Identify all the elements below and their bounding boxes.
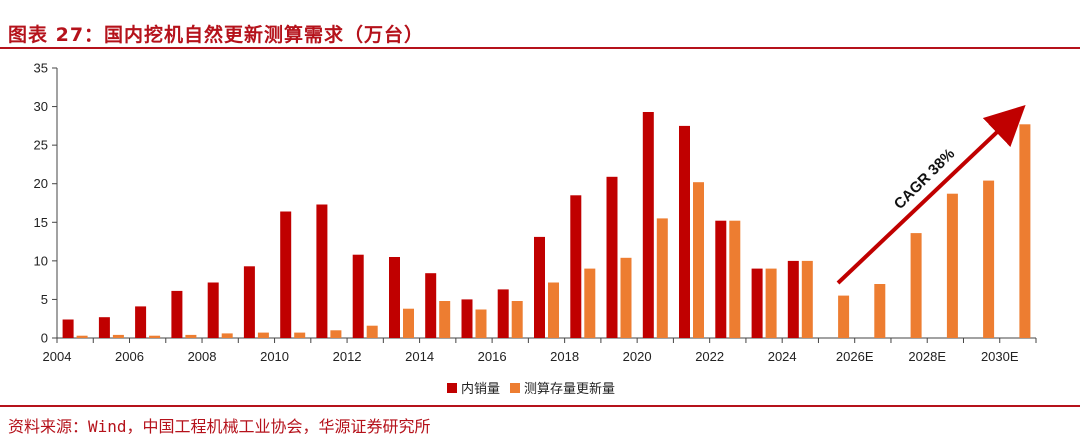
legend-label-renewal: 测算存量更新量 [524, 381, 615, 397]
bar-renewal [801, 260, 813, 338]
source-note: 资料来源：Wind，中国工程机械工业协会，华源证券研究所 [8, 417, 431, 436]
bar-renewal [294, 332, 306, 338]
bar-renewal [439, 301, 451, 338]
y-tick-label: 10 [34, 253, 48, 268]
bar-renewal [693, 182, 704, 338]
bar-renewal [112, 334, 124, 338]
bar-sales [497, 289, 509, 338]
y-tick-label: 0 [41, 331, 48, 346]
x-tick-label: 2010 [260, 349, 289, 364]
bar-sales [98, 317, 110, 338]
x-tick-label: 2022 [695, 349, 724, 364]
x-tick-label: 2008 [188, 349, 217, 364]
bar-sales [461, 299, 473, 338]
bar-series [62, 112, 1031, 339]
bar-sales [243, 266, 255, 338]
bar-renewal [548, 282, 559, 338]
bar-sales [389, 257, 400, 338]
footer-divider [0, 405, 1080, 407]
bar-renewal [1019, 124, 1031, 338]
bar-renewal [76, 335, 88, 338]
bar-renewal [511, 301, 523, 338]
bar-sales [352, 254, 364, 338]
x-tick-label: 2016 [478, 349, 507, 364]
x-tick-label: 2026E [836, 349, 874, 364]
legend-label-sales: 内销量 [461, 381, 500, 397]
bar-renewal [221, 333, 233, 338]
bar-sales [62, 319, 74, 338]
bar-sales [751, 268, 763, 338]
x-tick-label: 2014 [405, 349, 434, 364]
bar-sales [570, 195, 582, 338]
bar-renewal [874, 284, 886, 338]
legend-swatch-sales [447, 383, 457, 393]
bar-sales [171, 290, 183, 338]
bar-renewal [475, 309, 487, 338]
bar-renewal [185, 334, 197, 338]
x-tick-label: 2006 [115, 349, 144, 364]
bar-sales [787, 260, 799, 338]
bar-renewal [946, 193, 958, 338]
bar-renewal [620, 257, 632, 338]
bar-renewal [910, 233, 922, 338]
y-tick-label: 5 [41, 292, 48, 307]
y-tick-label: 15 [34, 215, 48, 230]
bar-renewal [838, 295, 850, 338]
bar-sales [316, 204, 328, 338]
bar-sales [534, 236, 545, 338]
legend: 内销量 测算存量更新量 [447, 381, 615, 397]
bar-renewal [656, 218, 668, 338]
y-tick-label: 30 [34, 99, 48, 114]
x-tick-label: 2028E [908, 349, 946, 364]
x-tick-label: 2004 [43, 349, 72, 364]
bar-renewal [403, 308, 414, 338]
bar-renewal [729, 220, 741, 338]
chart-title: 图表 27：国内挖机自然更新测算需求（万台） [8, 24, 425, 46]
bar-renewal [983, 180, 995, 338]
x-tick-label: 2012 [333, 349, 362, 364]
y-tick-label: 35 [34, 61, 48, 76]
bar-renewal [149, 335, 161, 338]
bar-sales [425, 273, 437, 338]
x-tick-label: 2024 [768, 349, 797, 364]
x-tick-label: 2020 [623, 349, 652, 364]
bar-sales [280, 211, 292, 338]
bar-sales [715, 220, 727, 338]
bar-sales [135, 306, 147, 338]
cagr-arrow [836, 104, 1026, 285]
title-divider [0, 47, 1080, 49]
bar-sales [606, 176, 618, 338]
x-tick-label: 2030E [981, 349, 1019, 364]
bar-sales [679, 125, 690, 339]
x-tick-label: 2018 [550, 349, 579, 364]
bar-sales [642, 112, 654, 338]
legend-swatch-renewal [510, 383, 520, 393]
bar-sales [207, 282, 219, 338]
y-tick-label: 25 [34, 138, 48, 153]
bar-renewal [257, 332, 269, 338]
bar-renewal [366, 325, 378, 338]
y-tick-label: 20 [34, 176, 48, 191]
bar-renewal [584, 268, 596, 338]
bar-renewal [330, 330, 342, 338]
bar-renewal [765, 268, 777, 338]
y-axis: 0 5 10 15 20 25 30 35 [34, 61, 58, 346]
x-axis: 2004 2006 2008 2010 2012 2014 2016 2018 2020 2022… [43, 337, 1037, 364]
